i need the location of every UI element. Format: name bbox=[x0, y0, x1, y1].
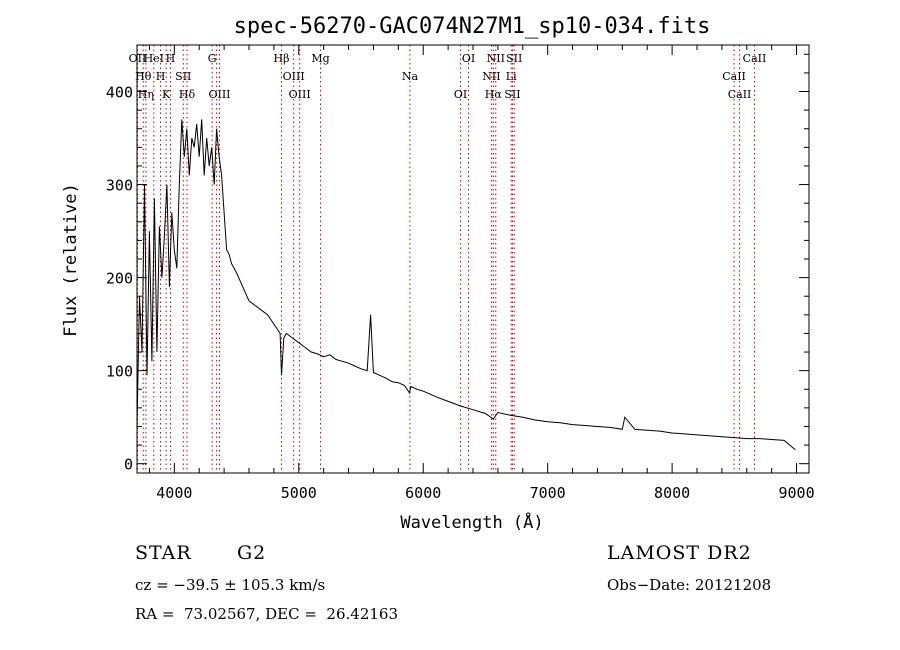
line-marker-label: Li bbox=[506, 70, 517, 83]
sky-coordinates: RA = 73.02567, DEC = 26.42163 bbox=[135, 605, 399, 623]
line-marker-label: Hθ bbox=[135, 70, 152, 83]
x-axis-label: Wavelength (Å) bbox=[400, 511, 543, 533]
observation-date: Obs−Date: 20121208 bbox=[607, 576, 772, 594]
line-marker-label: NII bbox=[487, 52, 505, 65]
line-marker-label: OI bbox=[454, 88, 467, 101]
line-marker-label: Hη bbox=[138, 88, 154, 101]
y-tick-label: 0 bbox=[124, 456, 133, 474]
line-marker-label: CaII bbox=[743, 52, 767, 65]
line-marker-label: OIII bbox=[208, 88, 230, 101]
line-marker-label: SII bbox=[175, 70, 191, 83]
line-marker-label: Hδ bbox=[179, 88, 196, 101]
chart-title: spec-56270-GAC074N27M1_sp10-034.fits bbox=[234, 14, 711, 39]
survey-name: LAMOST DR2 bbox=[607, 542, 752, 564]
emission-line-labels: OIIHθHηHeIHKHSIIHδGOIIIHβOIIIOIIIMgNaOIO… bbox=[129, 52, 767, 101]
plot-frame bbox=[136, 44, 810, 474]
line-marker-label: H bbox=[156, 70, 166, 83]
line-marker-label: Na bbox=[402, 70, 419, 83]
line-marker-label: CaII bbox=[722, 70, 746, 83]
object-class: STAR bbox=[135, 542, 192, 564]
redshift-velocity: cz = −39.5 ± 105.3 km/s bbox=[135, 576, 326, 594]
object-subclass: G2 bbox=[237, 542, 267, 564]
line-marker-label: G bbox=[208, 52, 217, 65]
y-tick-label: 200 bbox=[106, 270, 133, 288]
line-marker-label: OIII bbox=[283, 70, 305, 83]
line-marker-label: Hβ bbox=[274, 52, 290, 65]
line-marker-label: OIII bbox=[289, 88, 311, 101]
x-axis-ticks: 4000 5000 6000 7000 8000 9000 bbox=[148, 45, 815, 502]
y-axis-label: Flux (relative) bbox=[61, 183, 81, 337]
y-tick-label: 400 bbox=[106, 84, 133, 102]
line-marker-label: NII bbox=[482, 70, 500, 83]
line-marker-label: SII bbox=[504, 88, 520, 101]
y-tick-label: 300 bbox=[106, 177, 133, 195]
line-marker-label: H bbox=[166, 52, 176, 65]
line-marker-label: Mg bbox=[311, 52, 329, 65]
y-tick-label: 100 bbox=[106, 363, 133, 381]
x-tick-label: 6000 bbox=[405, 484, 441, 502]
line-marker-label: HeI bbox=[144, 52, 164, 65]
y-axis-ticks: 0 100 200 300 400 bbox=[106, 53, 809, 474]
x-tick-label: 9000 bbox=[778, 484, 814, 502]
line-marker-label: SII bbox=[506, 52, 522, 65]
x-tick-label: 8000 bbox=[654, 484, 690, 502]
x-tick-label: 4000 bbox=[156, 484, 192, 502]
x-tick-label: 5000 bbox=[281, 484, 317, 502]
spectrum-line bbox=[136, 119, 796, 451]
line-marker-label: Hα bbox=[485, 88, 503, 101]
line-marker-label: CaII bbox=[728, 88, 752, 101]
x-tick-label: 7000 bbox=[530, 484, 566, 502]
line-marker-label: K bbox=[162, 88, 171, 101]
line-marker-label: OI bbox=[462, 52, 475, 65]
